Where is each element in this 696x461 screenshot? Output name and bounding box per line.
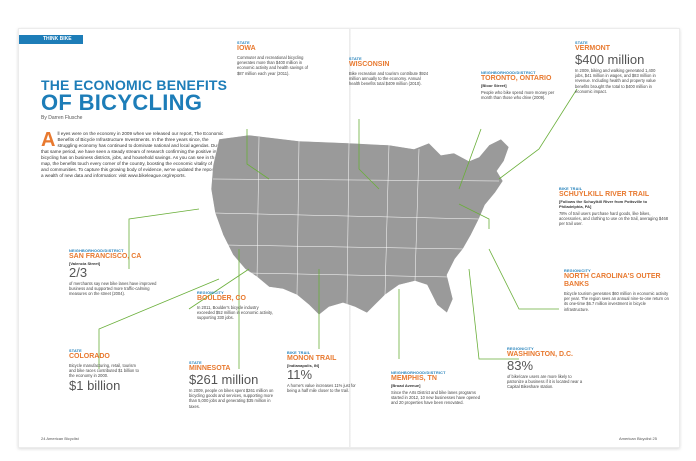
iowa-kicker: STATE <box>237 41 250 45</box>
magazine-spread: THINK BIKE THE ECONOMIC BENEFITS OF BICY… <box>18 28 680 448</box>
sf-body: of merchants say new bike lanes have imp… <box>69 281 157 297</box>
drop-cap: A <box>41 129 56 151</box>
colorado-body: Bicycle manufacturing, retail, tourism a… <box>69 363 139 379</box>
block-san-francisco: NEIGHBORHOOD/DISTRICT SAN FRANCISCO, CA … <box>69 249 159 297</box>
map-shape-icon <box>210 134 510 316</box>
block-iowa: STATE IOWA Commuter and recreational bic… <box>237 41 309 76</box>
block-washington-dc: REGION/CITY WASHINGTON, D.C. 83% of bike… <box>507 347 587 390</box>
sf-sub: [Valencia Street] <box>69 261 101 266</box>
leader-lines <box>98 88 578 369</box>
monon-sub: [Indianapolis, IN] <box>287 363 320 368</box>
vermont-big: $400 million <box>575 52 645 67</box>
memphis-body: Since the Arts District and bike lanes p… <box>391 390 480 406</box>
minnesota-head: MINNESOTA <box>189 365 231 372</box>
vermont-head: VERMONT <box>575 45 610 52</box>
iowa-head: IOWA <box>237 45 256 52</box>
block-minnesota: STATE MINNESOTA $261 million In 2009, pe… <box>189 361 279 409</box>
minnesota-body: In 2009, people on bikes spent $261 mill… <box>189 388 274 409</box>
block-memphis: NEIGHBORHOOD/DISTRICT MEMPHIS, TN [Broad… <box>391 371 481 406</box>
block-vermont: STATE VERMONT $400 million In 2009, biki… <box>575 41 665 94</box>
boulder-kicker: REGION/CITY <box>197 291 224 295</box>
toronto-sub: [Bloor Street] <box>481 83 507 88</box>
section-tab: THINK BIKE <box>19 35 83 44</box>
toronto-kicker: NEIGHBORHOOD/DISTRICT <box>481 71 536 75</box>
wisconsin-kicker: STATE <box>349 57 362 61</box>
vermont-kicker: STATE <box>575 41 588 45</box>
title-line-2: OF BICYCLING <box>41 90 203 115</box>
sf-head: SAN FRANCISCO, CA <box>69 253 142 260</box>
dc-head: WASHINGTON, D.C. <box>507 351 573 358</box>
monon-head: MONON TRAIL <box>287 355 337 362</box>
boulder-body: In 2011, Boulder's bicycle industry exce… <box>197 305 273 321</box>
memphis-kicker: NEIGHBORHOOD/DISTRICT <box>391 371 446 375</box>
outerbanks-body: Bicycle tourism generates $60 million in… <box>564 291 669 312</box>
vermont-body: In 2009, biking and walking generated 1,… <box>575 68 656 94</box>
block-monon-trail: BIKE TRAIL MONON TRAIL [Indianapolis, IN… <box>287 351 357 393</box>
minnesota-kicker: STATE <box>189 361 202 365</box>
footer-right: American Bicyclist 25 <box>618 436 657 441</box>
block-boulder: REGION/CITY BOULDER, CO In 2011, Boulder… <box>197 291 277 321</box>
schuylkill-head: SCHUYLKILL RIVER TRAIL <box>559 191 650 198</box>
outerbanks-kicker: REGION/CITY <box>564 269 591 273</box>
us-map <box>210 134 510 316</box>
dc-kicker: REGION/CITY <box>507 347 534 351</box>
wisconsin-body: Bike recreation and tourism contribute $… <box>349 71 429 87</box>
schuylkill-sub: [Follows the Schuylkill River from Potts… <box>559 199 648 209</box>
block-colorado: STATE COLORADO Bicycle manufacturing, re… <box>69 349 139 392</box>
toronto-head: TORONTO, ONTARIO <box>481 75 552 82</box>
sf-big: 2/3 <box>69 265 88 280</box>
title-line-1: THE ECONOMIC BENEFITS <box>41 77 228 93</box>
footer-left: 24 American Bicyclist <box>41 436 79 441</box>
monon-body: A home's value increases 11% just for be… <box>287 383 356 394</box>
block-schuylkill: BIKE TRAIL SCHUYLKILL RIVER TRAIL [Follo… <box>559 187 669 227</box>
schuylkill-kicker: BIKE TRAIL <box>559 187 583 191</box>
intro-text: ll eyes were on the economy in 2009 when… <box>41 131 227 178</box>
memphis-sub: [Broad Avenue] <box>391 383 421 388</box>
wisconsin-head: WISCONSIN <box>349 61 390 68</box>
minnesota-big: $261 million <box>189 372 259 387</box>
toronto-body: People who bike spend more money per mon… <box>481 90 555 101</box>
byline: By Darren Flusche <box>41 115 83 121</box>
boulder-head: BOULDER, CO <box>197 295 246 302</box>
monon-kicker: BIKE TRAIL <box>287 351 311 355</box>
memphis-head: MEMPHIS, TN <box>391 375 437 382</box>
colorado-head: COLORADO <box>69 353 110 360</box>
intro-paragraph: A ll eyes were on the economy in 2009 wh… <box>41 129 227 179</box>
schuylkill-body: 78% of trail users purchase hard goods, … <box>559 211 669 227</box>
monon-big: 11% <box>287 367 313 382</box>
block-outer-banks: REGION/CITY NORTH CAROLINA'S OUTER BANKS… <box>564 269 669 312</box>
dc-body: of bike/care users are more likely to pa… <box>507 374 583 390</box>
block-wisconsin: STATE WISCONSIN Bike recreation and tour… <box>349 57 429 87</box>
dc-big: 83% <box>507 358 534 373</box>
block-toronto: NEIGHBORHOOD/DISTRICT TORONTO, ONTARIO [… <box>481 71 561 100</box>
colorado-kicker: STATE <box>69 349 82 353</box>
outerbanks-head: NORTH CAROLINA'S OUTER BANKS <box>564 273 661 288</box>
iowa-body: Commuter and recreational bicycling gene… <box>237 55 308 76</box>
sf-kicker: NEIGHBORHOOD/DISTRICT <box>69 249 124 253</box>
colorado-big: $1 billion <box>69 377 121 393</box>
